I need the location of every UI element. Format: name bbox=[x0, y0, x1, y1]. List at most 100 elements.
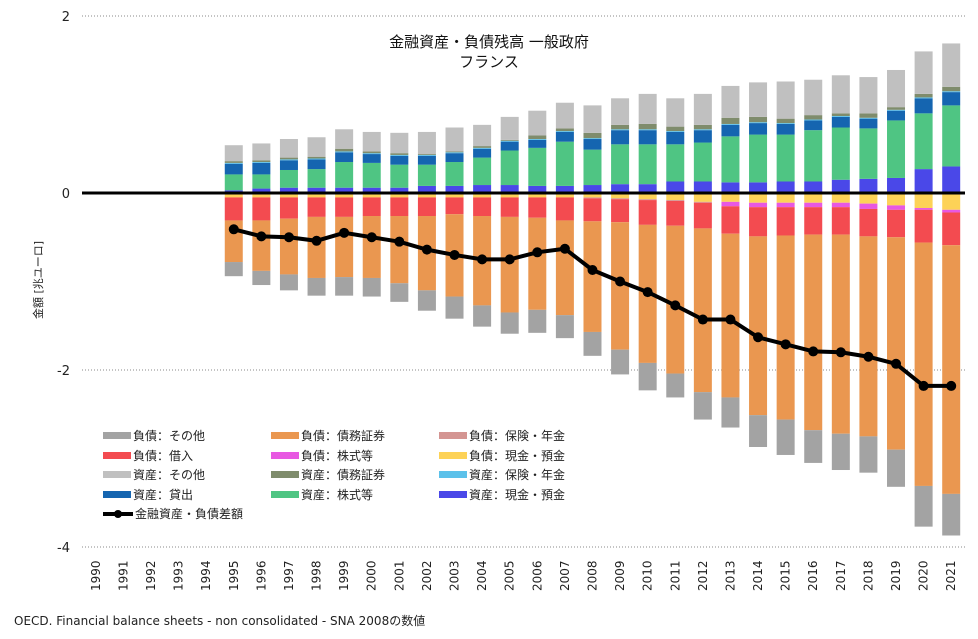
bar-segment bbox=[914, 193, 933, 209]
bar-segment bbox=[942, 212, 961, 246]
x-tick-label: 1994 bbox=[199, 560, 213, 591]
bar-segment bbox=[362, 153, 381, 155]
legend-item: 負債：債務証券 bbox=[271, 427, 385, 444]
bar-segment bbox=[445, 193, 464, 198]
bar-segment bbox=[473, 148, 492, 158]
net-position-point bbox=[366, 232, 377, 243]
bar-segment bbox=[279, 157, 298, 160]
bar-segment bbox=[279, 169, 298, 188]
legend-label: 負債：現金・預金 bbox=[469, 448, 566, 463]
bar-segment bbox=[887, 205, 906, 210]
bar-segment bbox=[914, 97, 933, 99]
bar-segment bbox=[417, 154, 436, 156]
bar-segment bbox=[583, 197, 602, 199]
x-tick-label: 2016 bbox=[806, 560, 820, 591]
legend-label: 資産：債務証券 bbox=[301, 468, 386, 482]
net-position-point bbox=[311, 235, 322, 246]
bar-segment bbox=[721, 123, 740, 125]
bar-segment bbox=[859, 208, 878, 237]
bar-segment bbox=[776, 235, 795, 420]
legend-label: 資産：保険・年金 bbox=[469, 468, 566, 482]
x-tick-label: 2015 bbox=[779, 560, 793, 591]
net-position-point bbox=[780, 339, 791, 350]
legend-swatch bbox=[271, 471, 299, 478]
legend-item-line: 金融資産・負債差額 bbox=[103, 505, 243, 522]
legend-label: 負債：債務証券 bbox=[301, 429, 386, 443]
bar-segment bbox=[721, 397, 740, 428]
bar-segment bbox=[776, 81, 795, 119]
bar-segment bbox=[583, 193, 602, 198]
bar-segment bbox=[914, 51, 933, 94]
bar-segment bbox=[914, 209, 933, 243]
bar-segment bbox=[638, 123, 657, 130]
bar-segment bbox=[417, 185, 436, 193]
bar-segment bbox=[390, 283, 409, 302]
bar-segment bbox=[942, 92, 961, 106]
bar-segment bbox=[555, 193, 574, 198]
bar-segment bbox=[528, 139, 547, 140]
bar-segment bbox=[252, 197, 271, 221]
net-position-point bbox=[863, 351, 874, 362]
x-tick-label: 1999 bbox=[337, 560, 351, 591]
x-tick-label: 2014 bbox=[751, 560, 765, 591]
bar-segment bbox=[804, 130, 823, 182]
bar-segment bbox=[859, 203, 878, 209]
legend-item: 負債：借入 bbox=[103, 447, 193, 464]
bar-segment bbox=[279, 218, 298, 275]
legend-label: 資産：現金・預金 bbox=[469, 487, 566, 502]
bar-segment bbox=[528, 185, 547, 193]
bar-segment bbox=[804, 207, 823, 235]
bar-segment bbox=[252, 270, 271, 286]
bar-segment bbox=[804, 115, 823, 120]
bar-segment bbox=[252, 160, 271, 163]
bar-segment bbox=[693, 228, 712, 393]
legend-label: 金融資産・負債差額 bbox=[135, 507, 244, 521]
bar-segment bbox=[721, 201, 740, 207]
x-tick-label: 2001 bbox=[392, 560, 406, 591]
x-tick-label: 2008 bbox=[585, 560, 599, 591]
bar-segment bbox=[362, 187, 381, 193]
bar-segment bbox=[445, 197, 464, 215]
bar-segment bbox=[500, 197, 519, 217]
bar-segment bbox=[390, 187, 409, 193]
bar-segment bbox=[666, 373, 685, 398]
bar-segment bbox=[445, 152, 464, 154]
x-tick-label: 1997 bbox=[282, 560, 296, 591]
bar-segment bbox=[555, 131, 574, 142]
bar-segment bbox=[362, 151, 381, 154]
bar-segment bbox=[335, 162, 354, 188]
legend-line-marker bbox=[103, 509, 133, 518]
x-tick-label: 2019 bbox=[889, 560, 903, 591]
bar-segment bbox=[362, 193, 381, 198]
net-position-point bbox=[477, 254, 488, 265]
bar-segment bbox=[583, 132, 602, 139]
bar-segment bbox=[749, 207, 768, 237]
legend-swatch bbox=[439, 471, 467, 478]
bar-segment bbox=[721, 124, 740, 137]
bar-segment bbox=[555, 128, 574, 132]
x-tick-label: 2010 bbox=[641, 560, 655, 591]
bar-segment bbox=[224, 145, 243, 162]
bar-segment bbox=[942, 209, 961, 213]
bar-segment bbox=[307, 156, 326, 159]
bar-segment bbox=[555, 102, 574, 129]
bar-segment bbox=[279, 274, 298, 291]
x-tick-label: 1995 bbox=[227, 560, 241, 591]
bar-segment bbox=[362, 197, 381, 217]
legend-label: 負債：その他 bbox=[133, 429, 206, 443]
bar-segment bbox=[887, 237, 906, 450]
bar-segment bbox=[776, 207, 795, 236]
bar-segment bbox=[417, 290, 436, 311]
bar-segment bbox=[528, 139, 547, 148]
y-tick-label: 2 bbox=[62, 10, 70, 25]
bar-segment bbox=[362, 131, 381, 152]
bar-segment bbox=[390, 153, 409, 155]
bar-segment bbox=[335, 151, 354, 153]
bar-segment bbox=[500, 141, 519, 151]
y-axis-label: 金額 [兆ユーロ] bbox=[32, 240, 45, 320]
bar-segment bbox=[307, 169, 326, 188]
bar-segment bbox=[666, 225, 685, 374]
bar-segment bbox=[335, 187, 354, 193]
net-position-point bbox=[946, 380, 957, 391]
